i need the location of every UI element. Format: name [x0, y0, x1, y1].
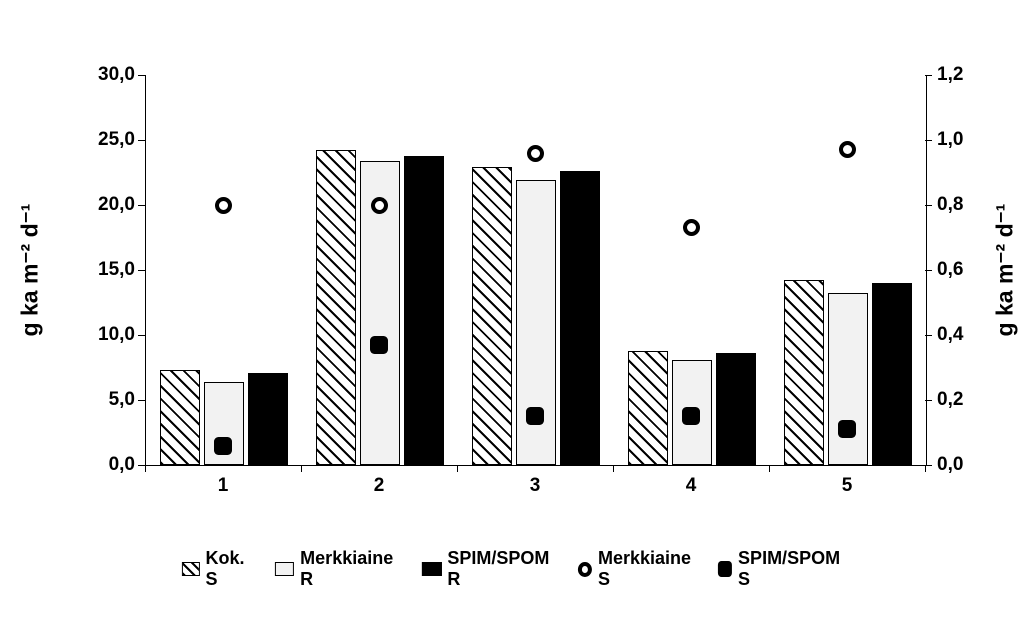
legend-label: Kok. S — [205, 548, 248, 590]
x-tick-label: 5 — [842, 475, 853, 497]
y-right-tick-label: 0,6 — [937, 259, 963, 281]
legend-item-merkkiaine_r: Merkkiaine R — [275, 548, 396, 590]
legend-item-spim_spom_s: SPIM/SPOM S — [718, 548, 842, 590]
legend-marker-spim_spom_r — [422, 562, 441, 576]
y-left-tick-mark — [138, 205, 145, 206]
bar-spim_spom_r — [248, 373, 288, 465]
y-right-tick-label: 0,0 — [937, 454, 963, 476]
legend-marker-merkkiaine_r — [275, 562, 294, 576]
bar-kok_s — [784, 280, 824, 465]
x-tick-mark — [769, 465, 770, 472]
legend: Kok. S Merkkiaine R SPIM/SPOM R Merkkiaine … — [182, 548, 842, 590]
point-merkkiaine_s — [527, 145, 544, 162]
y-left-tick-mark — [138, 140, 145, 141]
y-left-axis-title: g ka m⁻² d⁻¹ — [17, 204, 44, 337]
y-right-axis-title: g ka m⁻² d⁻¹ — [992, 204, 1019, 337]
y-right-tick-label: 0,4 — [937, 324, 963, 346]
point-merkkiaine_s — [839, 141, 856, 158]
y-right-tick-mark — [925, 140, 932, 141]
y-right-tick-label: 1,2 — [937, 64, 963, 86]
y-right-tick-mark — [925, 400, 932, 401]
x-tick-mark — [301, 465, 302, 472]
y-left-tick-label: 15,0 — [85, 259, 135, 281]
legend-marker-spim_spom_s — [718, 561, 732, 577]
bar-spim_spom_r — [560, 171, 600, 465]
legend-item-spim_spom_r: SPIM/SPOM R — [422, 548, 552, 590]
x-tick-mark — [145, 465, 146, 472]
legend-label: Merkkiaine S — [598, 548, 692, 590]
y-left-tick-mark — [138, 270, 145, 271]
y-left-tick-label: 0,0 — [85, 454, 135, 476]
y-left-tick-label: 30,0 — [85, 64, 135, 86]
legend-marker-merkkiaine_s — [578, 562, 592, 577]
y-left-tick-label: 10,0 — [85, 324, 135, 346]
bar-kok_s — [472, 167, 512, 465]
x-tick-label: 3 — [530, 475, 541, 497]
x-tick-mark — [925, 465, 926, 472]
bar-kok_s — [628, 351, 668, 465]
x-tick-label: 2 — [374, 475, 385, 497]
legend-label: SPIM/SPOM S — [738, 548, 842, 590]
y-left-tick-mark — [138, 400, 145, 401]
bar-spim_spom_r — [404, 156, 444, 465]
y-right-tick-mark — [925, 205, 932, 206]
point-spim_spom_s — [682, 407, 700, 425]
x-tick-mark — [457, 465, 458, 472]
x-tick-label: 4 — [686, 475, 697, 497]
y-right-tick-mark — [925, 335, 932, 336]
y-right-tick-label: 1,0 — [937, 129, 963, 151]
y-right-tick-mark — [925, 270, 932, 271]
point-merkkiaine_s — [683, 219, 700, 236]
point-spim_spom_s — [526, 407, 544, 425]
bar-kok_s — [160, 370, 200, 465]
y-left-tick-mark — [138, 75, 145, 76]
point-spim_spom_s — [838, 420, 856, 438]
bar-merkkiaine_r — [828, 293, 868, 465]
point-spim_spom_s — [370, 336, 388, 354]
y-left-tick-mark — [138, 465, 145, 466]
legend-item-merkkiaine_s: Merkkiaine S — [578, 548, 692, 590]
legend-marker-kok_s — [182, 562, 200, 576]
y-right-tick-mark — [925, 75, 932, 76]
chart-container: Kok. S Merkkiaine R SPIM/SPOM R Merkkiaine … — [0, 0, 1024, 633]
point-spim_spom_s — [214, 437, 232, 455]
legend-item-kok_s: Kok. S — [182, 548, 249, 590]
y-left-tick-label: 25,0 — [85, 129, 135, 151]
legend-label: SPIM/SPOM R — [447, 548, 552, 590]
point-merkkiaine_s — [215, 197, 232, 214]
x-tick-mark — [613, 465, 614, 472]
bar-spim_spom_r — [872, 283, 912, 465]
y-left-tick-mark — [138, 335, 145, 336]
y-right-tick-label: 0,8 — [937, 194, 963, 216]
bar-spim_spom_r — [716, 353, 756, 465]
y-left-tick-label: 5,0 — [85, 389, 135, 411]
y-right-tick-mark — [925, 465, 932, 466]
bar-kok_s — [316, 150, 356, 465]
point-merkkiaine_s — [371, 197, 388, 214]
y-left-tick-label: 20,0 — [85, 194, 135, 216]
x-tick-label: 1 — [218, 475, 229, 497]
y-right-tick-label: 0,2 — [937, 389, 963, 411]
legend-label: Merkkiaine R — [300, 548, 396, 590]
